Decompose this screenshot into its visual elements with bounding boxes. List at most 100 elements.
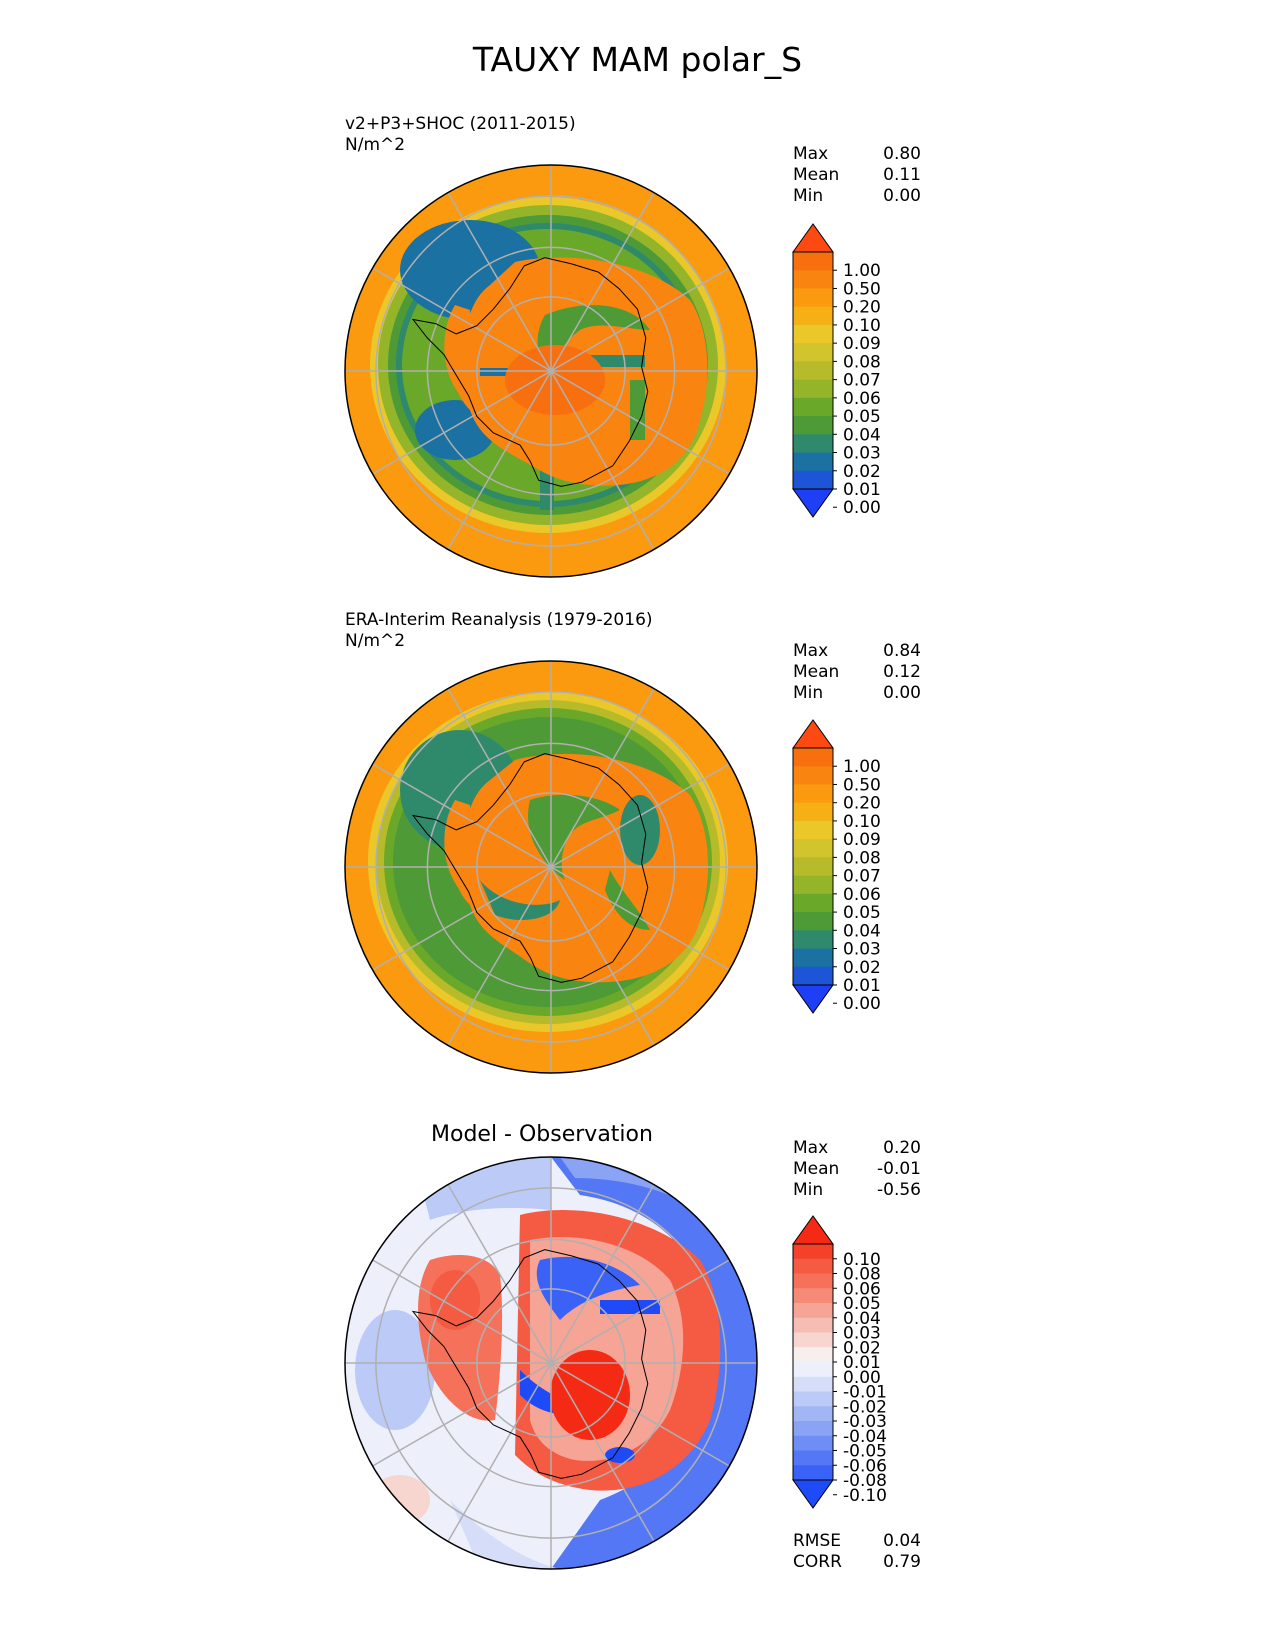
stat-value: -0.01 bbox=[877, 1159, 921, 1179]
colorbar-bin bbox=[793, 802, 833, 822]
colorbar-tick-label: 0.05 bbox=[843, 1294, 881, 1314]
colorbar-bin bbox=[793, 1347, 833, 1363]
colorbar-bin bbox=[793, 1244, 833, 1260]
stat-max: Max 0.80 bbox=[793, 144, 921, 165]
colorbar-tick-label: 0.07 bbox=[843, 867, 881, 887]
colorbar-bin bbox=[793, 1303, 833, 1319]
colorbar-extend-max bbox=[792, 223, 834, 253]
colorbar-tick-label: 0.10 bbox=[843, 812, 881, 832]
stat-value: 0.80 bbox=[883, 144, 921, 164]
colorbar-tick-label: 0.05 bbox=[843, 903, 881, 923]
stat-max: Max 0.20 bbox=[793, 1138, 921, 1159]
colorbar-bin bbox=[793, 1362, 833, 1378]
coastline bbox=[411, 257, 649, 487]
map1-field bbox=[585, 355, 645, 367]
colorbar-bin bbox=[793, 324, 833, 344]
colorbar-extend-max bbox=[792, 719, 834, 749]
map1-field bbox=[444, 305, 480, 397]
colorbar-tick-label: 0.20 bbox=[843, 298, 881, 318]
colorbar-extend-min bbox=[792, 488, 834, 518]
stat-label: Min bbox=[793, 1180, 824, 1200]
stat-value: 0.84 bbox=[883, 641, 921, 661]
coastline bbox=[411, 1249, 649, 1479]
stat-label: Max bbox=[793, 144, 829, 164]
metric-rmse: RMSE 0.04 bbox=[793, 1531, 921, 1552]
colorbar-tick-label: 0.50 bbox=[843, 775, 881, 795]
colorbar-tick-label: 0.02 bbox=[843, 462, 881, 482]
colorbar-bin bbox=[793, 930, 833, 950]
colorbar-tick-label: 0.05 bbox=[843, 407, 881, 427]
colorbar-tick-label: -0.10 bbox=[843, 1486, 887, 1506]
map3-field bbox=[551, 1157, 757, 1569]
map2-field bbox=[444, 800, 480, 892]
stat-max: Max 0.84 bbox=[793, 641, 921, 662]
colorbar-tick-label: 0.02 bbox=[843, 1338, 881, 1358]
colorbar-tick-label: 0.10 bbox=[843, 316, 881, 336]
colorbar-extend-min bbox=[792, 1479, 834, 1509]
map3-field bbox=[605, 1447, 635, 1463]
colorbar-bin bbox=[793, 748, 833, 767]
colorbar-tick-label: 0.00 bbox=[843, 498, 881, 518]
coastline bbox=[411, 753, 649, 983]
colorbar-tick-label: -0.02 bbox=[843, 1397, 887, 1417]
colorbar-frame bbox=[792, 251, 834, 490]
colorbar-bin bbox=[793, 288, 833, 308]
stat-label: Mean bbox=[793, 1159, 840, 1179]
colorbar-tick-label: 0.03 bbox=[843, 940, 881, 960]
panel2-title: ERA-Interim Reanalysis (1979-2016) bbox=[345, 610, 653, 630]
colorbar-tick-label: 0.20 bbox=[843, 794, 881, 814]
map2-field bbox=[620, 795, 660, 865]
meridian-line bbox=[447, 688, 655, 1046]
map3-field bbox=[370, 1475, 430, 1525]
colorbar-bin bbox=[793, 784, 833, 804]
panel3-metrics: RMSE 0.04 CORR 0.79 bbox=[793, 1531, 921, 1573]
colorbar-bin bbox=[793, 1421, 833, 1437]
colorbar-tick-label: 1.00 bbox=[843, 757, 881, 777]
stat-min: Min 0.00 bbox=[793, 186, 921, 207]
colorbar-tick-label: 0.06 bbox=[843, 389, 881, 409]
map3-field bbox=[600, 1300, 660, 1314]
colorbar-tick-label: 0.09 bbox=[843, 334, 881, 354]
colorbar-tick-label: 0.03 bbox=[843, 1324, 881, 1344]
map3-field bbox=[355, 1310, 435, 1430]
colorbar-extend-min bbox=[792, 984, 834, 1014]
colorbar-tick-label: 0.08 bbox=[843, 1265, 881, 1285]
panel1-units: N/m^2 bbox=[345, 135, 406, 155]
panel2-colorbar: 1.000.500.200.100.090.080.070.060.050.04… bbox=[792, 719, 881, 1014]
panel1-title: v2+P3+SHOC (2011-2015) bbox=[345, 114, 576, 134]
metric-value: 0.79 bbox=[883, 1552, 921, 1572]
colorbar-tick-label: 0.00 bbox=[843, 994, 881, 1014]
colorbar-bin bbox=[793, 1406, 833, 1422]
colorbar-tick-label: 0.03 bbox=[843, 444, 881, 464]
colorbar-bin bbox=[793, 857, 833, 877]
stat-value: 0.12 bbox=[883, 662, 921, 682]
colorbar-bin bbox=[793, 1435, 833, 1451]
colorbar-bin bbox=[793, 1465, 833, 1481]
colorbar-bin bbox=[793, 343, 833, 362]
map3-field bbox=[430, 1270, 480, 1330]
colorbar-bin bbox=[793, 1450, 833, 1466]
metric-label: RMSE bbox=[793, 1531, 842, 1551]
colorbar-bin bbox=[793, 252, 833, 271]
colorbar-extend-max bbox=[792, 1215, 834, 1245]
map1-field bbox=[537, 305, 650, 380]
map3-field bbox=[450, 1500, 560, 1569]
colorbar-bin bbox=[793, 434, 833, 454]
colorbar-tick-label: -0.06 bbox=[843, 1456, 887, 1476]
colorbar-tick-label: 0.02 bbox=[843, 958, 881, 978]
colorbar-bin bbox=[793, 270, 833, 289]
stat-label: Mean bbox=[793, 662, 840, 682]
figure-title: TAUXY MAM polar_S bbox=[472, 40, 803, 79]
map1-field bbox=[630, 380, 645, 440]
colorbar-tick-label: -0.03 bbox=[843, 1412, 887, 1432]
colorbar-tick-label: 0.50 bbox=[843, 279, 881, 299]
colorbar-bin bbox=[793, 1258, 833, 1274]
colorbar-tick-label: 0.04 bbox=[843, 425, 881, 445]
colorbar-bin bbox=[793, 875, 833, 895]
stat-mean: Mean -0.01 bbox=[793, 1159, 921, 1180]
panel3-title: Model - Observation bbox=[431, 1122, 653, 1147]
colorbar-bin bbox=[793, 1376, 833, 1392]
colorbar-frame bbox=[792, 747, 834, 986]
colorbar-bin bbox=[793, 397, 833, 417]
colorbar-bin bbox=[793, 839, 833, 858]
